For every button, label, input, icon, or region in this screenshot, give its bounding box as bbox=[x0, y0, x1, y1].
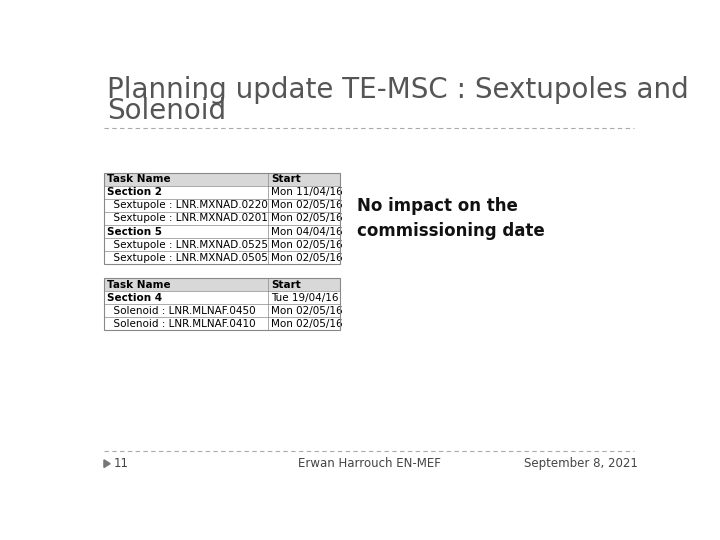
Bar bbox=[104, 278, 341, 330]
Text: Task Name: Task Name bbox=[107, 280, 171, 289]
Text: 11: 11 bbox=[113, 457, 128, 470]
Bar bbox=[104, 212, 341, 225]
Bar bbox=[104, 173, 341, 186]
Text: Start: Start bbox=[271, 174, 301, 184]
Bar bbox=[104, 304, 341, 318]
Bar bbox=[104, 238, 341, 251]
Text: Solenoid : LNR.MLNAF.0450: Solenoid : LNR.MLNAF.0450 bbox=[107, 306, 256, 316]
Text: Mon 02/05/16: Mon 02/05/16 bbox=[271, 240, 343, 249]
Bar bbox=[104, 318, 341, 330]
Text: Sextupole : LNR.MXNAD.0505: Sextupole : LNR.MXNAD.0505 bbox=[107, 253, 268, 262]
Polygon shape bbox=[104, 460, 110, 468]
Text: Solenoid : LNR.MLNAF.0410: Solenoid : LNR.MLNAF.0410 bbox=[107, 319, 256, 329]
Bar bbox=[104, 225, 341, 238]
Text: Mon 04/04/16: Mon 04/04/16 bbox=[271, 226, 343, 237]
Bar bbox=[104, 251, 341, 264]
Text: Mon 02/05/16: Mon 02/05/16 bbox=[271, 306, 343, 316]
Bar bbox=[104, 186, 341, 199]
Text: Mon 02/05/16: Mon 02/05/16 bbox=[271, 253, 343, 262]
Text: Tue 19/04/16: Tue 19/04/16 bbox=[271, 293, 339, 303]
Text: September 8, 2021: September 8, 2021 bbox=[524, 457, 638, 470]
Bar bbox=[104, 278, 341, 291]
Text: Mon 02/05/16: Mon 02/05/16 bbox=[271, 200, 343, 210]
Bar bbox=[104, 291, 341, 304]
Text: Section 4: Section 4 bbox=[107, 293, 162, 303]
Text: Sextupole : LNR.MXNAD.0201: Sextupole : LNR.MXNAD.0201 bbox=[107, 213, 268, 224]
Text: Start: Start bbox=[271, 280, 301, 289]
Bar bbox=[104, 173, 341, 264]
Text: Erwan Harrouch EN-MEF: Erwan Harrouch EN-MEF bbox=[297, 457, 441, 470]
Text: Section 5: Section 5 bbox=[107, 226, 162, 237]
Text: Solenoid: Solenoid bbox=[107, 97, 226, 125]
Text: Mon 02/05/16: Mon 02/05/16 bbox=[271, 319, 343, 329]
Text: Planning update TE-MSC : Sextupoles and: Planning update TE-MSC : Sextupoles and bbox=[107, 76, 689, 104]
Bar bbox=[104, 199, 341, 212]
Text: Section 2: Section 2 bbox=[107, 187, 162, 197]
Text: Sextupole : LNR.MXNAD.0220: Sextupole : LNR.MXNAD.0220 bbox=[107, 200, 268, 210]
Text: No impact on the
commissioning date: No impact on the commissioning date bbox=[357, 197, 545, 240]
Text: Mon 02/05/16: Mon 02/05/16 bbox=[271, 213, 343, 224]
Text: Task Name: Task Name bbox=[107, 174, 171, 184]
Text: Sextupole : LNR.MXNAD.0525: Sextupole : LNR.MXNAD.0525 bbox=[107, 240, 268, 249]
Text: Mon 11/04/16: Mon 11/04/16 bbox=[271, 187, 343, 197]
